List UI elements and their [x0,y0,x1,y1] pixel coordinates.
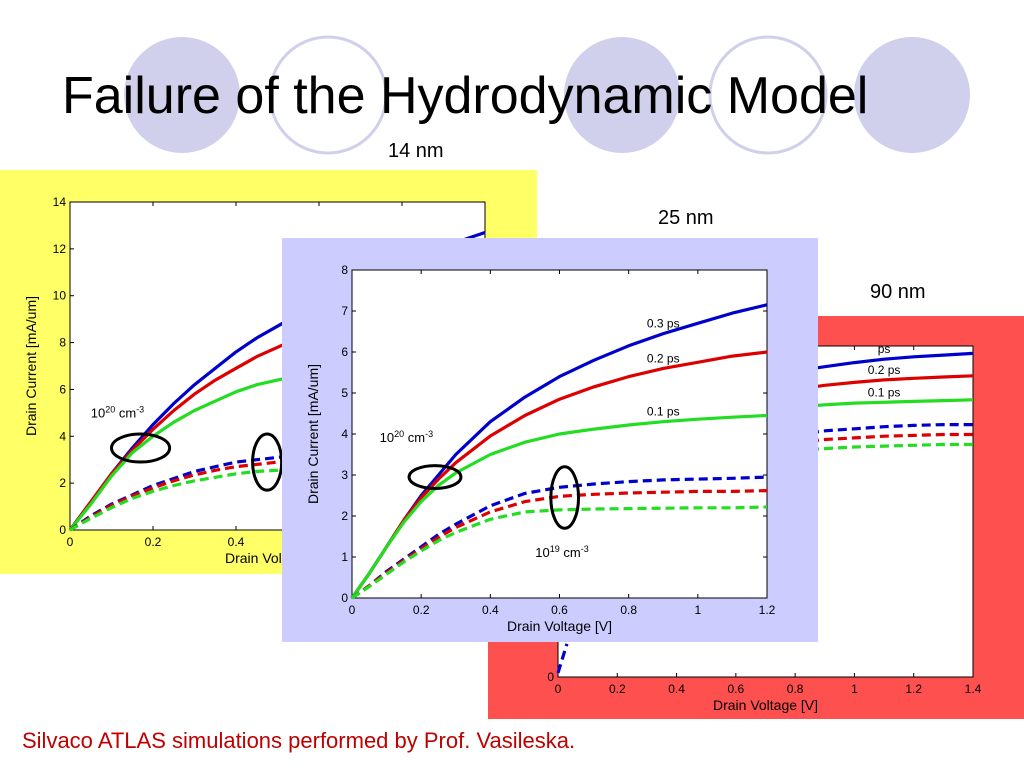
series-label: 0.3 ps [647,317,680,331]
y-tick-label: 2 [341,509,348,523]
highlight-ellipse [549,465,581,530]
series-line-green [350,413,768,599]
y-tick-label: 5 [341,386,348,400]
series-line-blue [809,351,974,371]
x-tick-label: 0.2 [413,603,430,617]
y-tick-label: 8 [59,336,66,350]
series-group [350,303,768,600]
decor-circle-2 [268,35,388,155]
y-tick-label: 4 [341,427,348,441]
decor-circle-4 [708,35,828,155]
doping-annotation: 1020 cm-3 [91,405,144,421]
y-tick-label: 0 [341,591,348,605]
series-label: 0.2 ps [868,363,901,377]
series-line-blue-dashed [351,475,768,600]
series-line-blue-dashed [809,422,973,435]
doping-annotation: 1020 cm-3 [380,429,433,445]
x-tick-label: 0 [349,603,356,617]
x-tick-label: 0 [67,535,74,549]
y-tick-label: 8 [341,263,348,277]
series-label: 0.1 ps [868,385,901,399]
chart-25nm: 0 0.2 0.4 0.6 0.8 1 1.2 0 1 2 3 4 5 6 7 8 Drain Voltage … [305,263,776,634]
series-line-green [809,398,974,408]
x-tick-label: 0.8 [620,603,637,617]
y-tick-label: 10 [53,289,67,303]
series-line-blue-dashed [556,643,569,674]
x-tick-label: 1.4 [965,682,982,696]
slide-title: Failure of the Hydrodynamic Model [62,67,869,125]
panel-25nm: 0 0.2 0.4 0.6 0.8 1 1.2 0 1 2 3 4 5 6 7 8 Drain Voltage … [282,238,818,642]
decor-circle-5 [854,37,970,153]
y-tick-label: 7 [341,304,348,318]
y-tick-label: 1 [341,550,348,564]
decor-circle-1 [124,37,240,153]
x-tick-label: 0.2 [609,682,626,696]
x-tick-label: 1.2 [905,682,922,696]
x-axis-label: Drain Voltage [V] [507,618,612,634]
decor-circle-3 [564,37,680,153]
series-line-red-dashed [351,489,768,600]
y-tick-label: 6 [59,382,66,396]
y-axis-label: Drain Current [mA/um] [305,364,321,504]
x-tick-label: 0.6 [728,682,745,696]
label-14nm: 14 nm [388,140,444,162]
x-axis-label: Drain Voltage [V] [713,697,818,713]
y-tick-label: 0 [59,523,66,537]
x-tick-label: 0.4 [668,682,685,696]
series-line-green-dashed [351,505,768,600]
label-90nm: 90 nm [870,281,926,303]
x-tick-label: 0.4 [228,535,245,549]
doping-annotation: 1019 cm-3 [535,544,588,560]
highlight-ellipse [251,432,284,492]
series-label: 0.2 ps [647,351,680,365]
series-label: ps [878,342,891,356]
series-line-red-dashed [809,432,973,443]
y-tick-label: 4 [59,429,66,443]
y-tick-label: 12 [53,242,67,256]
footer-credit: Silvaco ATLAS simulations performed by P… [22,728,576,753]
y-tick-label: 2 [59,476,66,490]
series-group [556,351,974,674]
x-tick-label: 1.2 [759,603,776,617]
x-tick-label: 1 [851,682,858,696]
x-tick-label: 0.6 [551,603,568,617]
series-label: 0.1 ps [647,405,680,419]
x-tick-label: 0.2 [145,535,162,549]
label-25nm: 25 nm [658,207,714,229]
x-tick-label: 0.4 [482,603,499,617]
series-line-green-dashed [809,442,973,451]
x-tick-label: 1 [694,603,701,617]
x-tick-label: 0 [555,682,562,696]
y-tick-label: 6 [341,345,348,359]
highlight-ellipse [110,432,172,464]
y-axis-label: Drain Current [mA/um] [23,296,39,436]
highlight-ellipse [407,464,463,491]
y-tick-label: 14 [53,195,67,209]
series-line-red [809,374,974,389]
y-tick-label: 3 [341,468,348,482]
decorative-circles [124,35,970,155]
y-tick-label: 0 [547,670,554,684]
x-tick-label: 0.8 [787,682,804,696]
